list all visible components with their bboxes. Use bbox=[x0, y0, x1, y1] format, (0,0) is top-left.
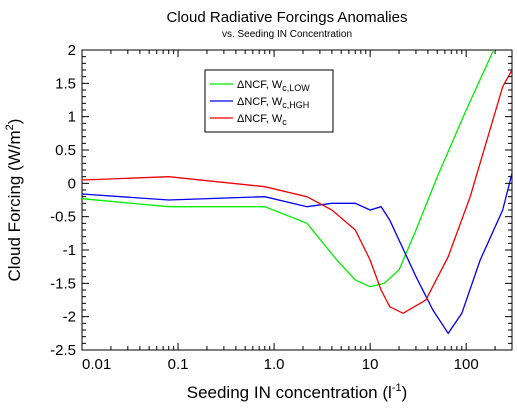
legend-box bbox=[204, 69, 334, 133]
x-tick-label: 1.0 bbox=[264, 356, 285, 373]
x-tick-label: 0.1 bbox=[168, 356, 189, 373]
legend-label-3: ΔNCF, Wc bbox=[237, 113, 287, 127]
x-tick-label: 10 bbox=[362, 356, 379, 373]
y-tick-label: 0.5 bbox=[55, 142, 76, 159]
y-tick-label: -2.5 bbox=[50, 342, 76, 359]
series-layer bbox=[82, 50, 512, 335]
series-line-3 bbox=[82, 69, 512, 315]
x-tick-label: 0.01 bbox=[82, 356, 111, 373]
y-tick-label: 0 bbox=[68, 175, 76, 192]
chart-title: Cloud Radiative Forcings Anomalies bbox=[167, 9, 408, 26]
y-tick-label: -1.5 bbox=[50, 275, 76, 292]
y-axis-label: Cloud Forcing (W/m2) bbox=[4, 119, 24, 282]
y-tick-label: -0.5 bbox=[50, 209, 76, 226]
legend-label-1: ΔNCF, Wc,LOW bbox=[237, 79, 310, 93]
y-tick-label: -1 bbox=[63, 242, 76, 259]
legend: ΔNCF, Wc,LOW ΔNCF, Wc,HGH ΔNCF, Wc bbox=[204, 69, 334, 133]
y-tick-label: 1 bbox=[68, 109, 76, 126]
series-line-1 bbox=[82, 50, 495, 288]
x-tick-label: 100 bbox=[454, 356, 479, 373]
ticks-layer: 0.01 0.1 1.0 10 100 2 1.5 1 0.5 0 -0.5 -1 -1.5 -2 -2.5 bbox=[50, 42, 512, 373]
y-tick-label: -2 bbox=[63, 309, 76, 326]
y-tick-label: 2 bbox=[68, 42, 76, 59]
legend-label-2: ΔNCF, Wc,HGH bbox=[237, 96, 309, 110]
y-tick-label: 1.5 bbox=[55, 75, 76, 92]
chart-subtitle: vs. Seeding IN Concentration bbox=[222, 29, 352, 40]
x-axis-label: Seeding IN concentration (l-1) bbox=[187, 382, 408, 402]
plot-area-frame bbox=[81, 49, 513, 351]
series-line-2 bbox=[82, 173, 512, 335]
